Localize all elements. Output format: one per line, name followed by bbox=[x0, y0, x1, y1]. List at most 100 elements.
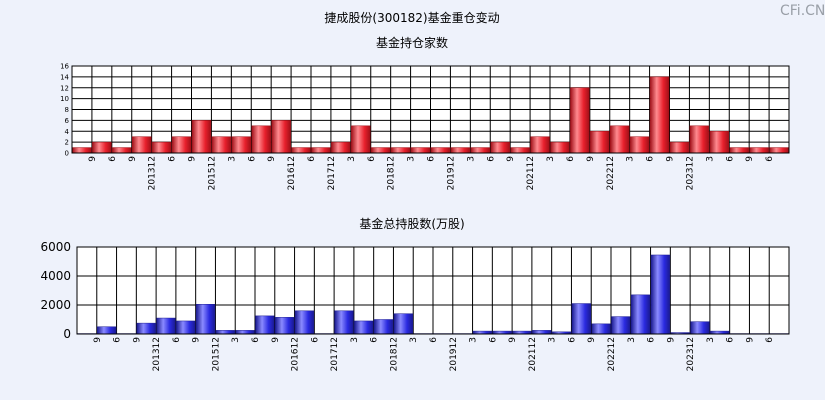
bar-holders bbox=[251, 125, 271, 154]
bar-holders bbox=[749, 147, 769, 154]
x-tick-label: 9 bbox=[192, 337, 202, 343]
bar-shares bbox=[354, 320, 374, 335]
x-tick-label: 9 bbox=[128, 156, 138, 162]
bar-holders bbox=[390, 147, 411, 154]
bar-shares bbox=[136, 322, 156, 335]
bar-shares bbox=[631, 294, 651, 335]
x-tick-label: 6 bbox=[488, 337, 498, 343]
x-tick-label: 9 bbox=[88, 156, 98, 162]
bar-holders bbox=[371, 147, 391, 154]
x-tick-label: 3 bbox=[626, 156, 636, 162]
y-tick-label: 10 bbox=[60, 95, 69, 103]
x-tick-label: 6 bbox=[370, 337, 380, 343]
bar-shares bbox=[275, 317, 295, 335]
bar-holders bbox=[211, 136, 232, 154]
y-tick-label: 14 bbox=[60, 73, 69, 81]
x-tick-label: 9 bbox=[188, 156, 198, 162]
x-tick-label: 202312 bbox=[685, 156, 695, 190]
bar-holders bbox=[530, 136, 550, 154]
x-tick-label: 6 bbox=[427, 156, 437, 162]
y-tick-label: 6 bbox=[65, 117, 70, 125]
bar-holders bbox=[490, 141, 510, 154]
x-tick-label: 201612 bbox=[287, 156, 297, 190]
bar-holders bbox=[769, 147, 789, 154]
bar-holders bbox=[510, 147, 530, 154]
bar-holders bbox=[450, 147, 471, 154]
y-tick-label: 0 bbox=[65, 150, 69, 158]
x-tick-label: 202312 bbox=[686, 337, 696, 371]
bar-shares bbox=[97, 326, 117, 335]
y-tick-label: 6000 bbox=[40, 240, 71, 254]
bar-shares bbox=[235, 330, 255, 335]
x-tick-label: 3 bbox=[548, 337, 558, 343]
x-tick-label: 6 bbox=[566, 156, 576, 162]
bar-holders bbox=[171, 136, 192, 154]
bar-holders bbox=[410, 147, 431, 154]
y-tick-label: 12 bbox=[60, 84, 69, 92]
x-tick-label: 3 bbox=[466, 156, 476, 162]
x-tick-label: 6 bbox=[168, 156, 178, 162]
x-tick-label: 6 bbox=[486, 156, 496, 162]
bar-shares bbox=[532, 330, 552, 335]
x-tick-label: 3 bbox=[227, 156, 237, 162]
x-tick-label: 6 bbox=[646, 156, 656, 162]
x-tick-label: 3 bbox=[350, 337, 360, 343]
bar-shares bbox=[156, 317, 176, 335]
x-tick-label: 6 bbox=[247, 156, 257, 162]
x-tick-label: 9 bbox=[587, 337, 597, 343]
bar-holders bbox=[669, 141, 690, 154]
y-tick-label: 8 bbox=[65, 106, 69, 114]
y-tick-label: 0 bbox=[63, 327, 71, 341]
bar-holders bbox=[570, 87, 590, 154]
bar-shares bbox=[255, 315, 275, 335]
bar-holders bbox=[689, 125, 710, 154]
bar-holders bbox=[590, 131, 610, 154]
x-tick-label: 6 bbox=[567, 337, 577, 343]
bar-shares bbox=[571, 303, 591, 335]
bar-holders bbox=[191, 120, 212, 154]
chart-subtitle-holders: 基金持仓家数 bbox=[376, 35, 448, 50]
bar-shares bbox=[611, 316, 631, 335]
bar-holders bbox=[112, 147, 132, 154]
x-tick-label: 9 bbox=[666, 337, 676, 343]
y-tick-label: 16 bbox=[60, 63, 69, 71]
x-tick-label: 201512 bbox=[207, 156, 217, 190]
bar-shares bbox=[650, 254, 671, 335]
bar-holders bbox=[92, 141, 112, 154]
watermark-logo: CFi.CN bbox=[780, 3, 825, 19]
x-tick-label: 201712 bbox=[327, 156, 337, 190]
x-tick-label: 201512 bbox=[211, 337, 221, 371]
x-tick-label: 202112 bbox=[528, 337, 538, 371]
bar-holders bbox=[311, 147, 331, 154]
bar-shares bbox=[215, 330, 235, 335]
x-tick-label: 3 bbox=[407, 156, 417, 162]
x-tick-label: 6 bbox=[113, 337, 123, 343]
x-tick-label: 201912 bbox=[449, 337, 459, 371]
x-tick-label: 3 bbox=[627, 337, 637, 343]
x-tick-label: 6 bbox=[429, 337, 439, 343]
plot-frame-holders bbox=[71, 65, 790, 154]
x-tick-label: 9 bbox=[267, 156, 277, 162]
bar-shares bbox=[373, 319, 394, 335]
bar-holders bbox=[132, 136, 152, 154]
bar-shares bbox=[294, 310, 315, 335]
x-tick-label: 9 bbox=[666, 156, 676, 162]
x-tick-label: 6 bbox=[647, 337, 657, 343]
bar-holders bbox=[291, 147, 311, 154]
x-tick-label: 201812 bbox=[389, 337, 399, 371]
x-tick-label: 9 bbox=[506, 156, 516, 162]
y-tick-label: 4000 bbox=[40, 269, 71, 283]
plot-frame-shares bbox=[76, 246, 790, 335]
x-tick-label: 9 bbox=[508, 337, 518, 343]
y-tick-label: 2 bbox=[65, 139, 69, 147]
bar-holders bbox=[729, 147, 749, 154]
x-tick-label: 202112 bbox=[526, 156, 536, 190]
x-tick-label: 3 bbox=[706, 337, 716, 343]
bar-holders bbox=[610, 125, 630, 154]
x-tick-label: 201312 bbox=[148, 156, 158, 190]
bar-holders bbox=[430, 147, 451, 154]
x-tick-label: 6 bbox=[765, 337, 775, 343]
x-tick-label: 6 bbox=[172, 337, 182, 343]
bar-holders bbox=[72, 147, 92, 154]
x-tick-label: 6 bbox=[367, 156, 377, 162]
